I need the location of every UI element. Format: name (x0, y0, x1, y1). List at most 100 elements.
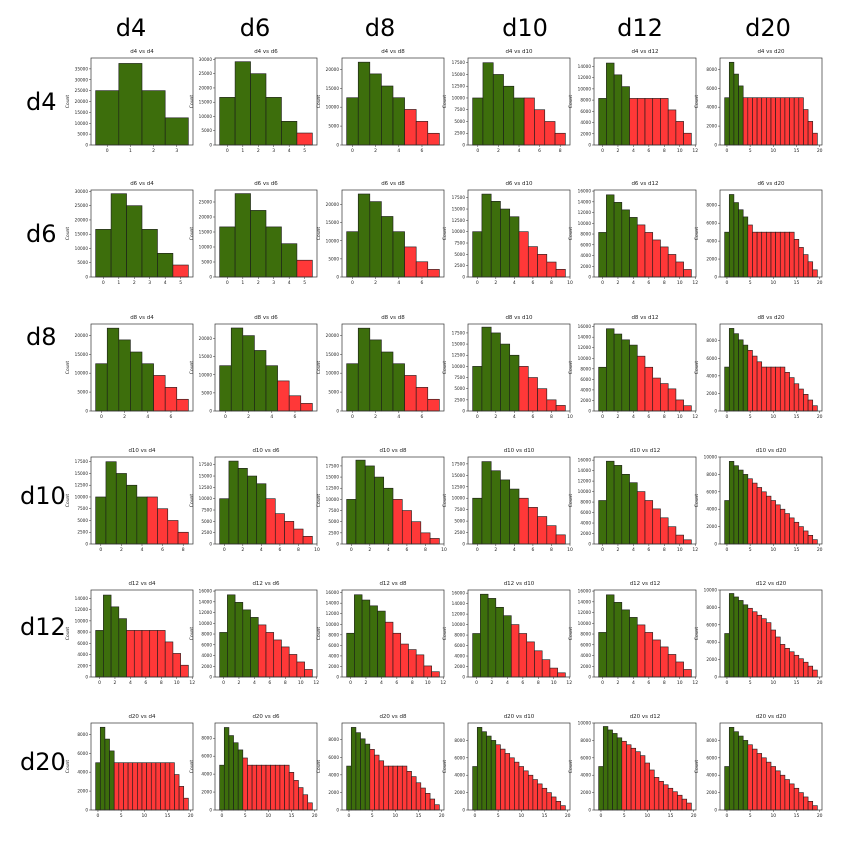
y-tick-label: 15000 (452, 72, 466, 77)
y-tick-label: 2000 (580, 264, 591, 269)
y-tick-label: 4000 (706, 105, 717, 110)
bar (234, 193, 251, 278)
bar (812, 805, 818, 811)
subplot-title: d20 vs d4 (128, 714, 156, 720)
bar (724, 366, 730, 412)
axes-frame (90, 722, 194, 811)
bar (756, 487, 763, 545)
subplot-title: d10 vs d12 (630, 448, 661, 454)
bar (775, 97, 781, 146)
bar (784, 97, 790, 146)
y-tick-label: 10000 (199, 372, 213, 377)
y-tick-label: 15000 (452, 342, 466, 347)
bar (392, 97, 405, 146)
y-tick-label: 6000 (77, 751, 88, 756)
axes-frame (719, 57, 823, 146)
y-tick-label: 6000 (77, 641, 88, 646)
bar (779, 366, 786, 412)
x-tick-label: 0 (726, 680, 729, 686)
x-tick-label: 0 (601, 547, 604, 553)
bar (350, 727, 357, 811)
bar (798, 792, 804, 811)
bar (807, 261, 814, 278)
x-tick-label: 0 (726, 813, 729, 819)
subplot-title: d8 vs d6 (254, 315, 278, 321)
x-tick-label: 5 (749, 148, 752, 154)
y-tick-label: 5000 (454, 386, 465, 391)
bar (354, 594, 363, 678)
x-tick-label: 2 (241, 547, 244, 553)
x-tick-label: 6 (421, 280, 424, 286)
y-tick-label: 8000 (580, 366, 591, 371)
bar (793, 239, 800, 278)
x-tick-label: 8 (550, 547, 553, 553)
bar (626, 744, 632, 811)
subplot-title: d4 vs d6 (254, 49, 278, 55)
y-tick-label: 0 (588, 675, 591, 680)
x-tick-label: 0 (601, 280, 604, 286)
bar (219, 365, 232, 412)
y-tick-label: 7500 (454, 507, 465, 512)
bar (770, 97, 776, 146)
y-tick-label: 10000 (704, 588, 718, 593)
y-tick-label: 20000 (75, 99, 89, 104)
y-tick-label: 2000 (706, 524, 717, 529)
bar (621, 339, 630, 412)
axes-frame (719, 456, 823, 545)
bar (219, 764, 225, 811)
bar (738, 600, 744, 678)
y-axis-label: Count (442, 95, 448, 109)
bar (110, 193, 127, 278)
bar (630, 747, 637, 811)
y-tick-label: 16000 (578, 324, 592, 329)
bar (598, 632, 607, 678)
y-axis-label: Count (189, 760, 195, 774)
subplot-d20-vs-d12: d20 vs d12 Count 0 2000 4000 6000 8000 10000 0 5 1… (568, 714, 697, 819)
bar (683, 405, 692, 412)
bar (274, 513, 285, 545)
x-tick-label: 0 (97, 813, 100, 819)
bar (523, 97, 535, 146)
bar (369, 73, 382, 146)
y-tick-label: 5000 (328, 256, 339, 261)
x-tick-label: 3 (175, 148, 178, 154)
bar (164, 117, 189, 146)
bar (728, 461, 735, 545)
bar (95, 229, 112, 278)
bar (514, 761, 520, 811)
y-axis-label: Count (568, 227, 574, 241)
bar (652, 639, 661, 678)
bar (667, 388, 677, 412)
bar (361, 599, 371, 678)
bar (357, 61, 371, 146)
bar (369, 339, 382, 412)
y-tick-label: 0 (209, 275, 212, 280)
x-tick-label: 6 (421, 148, 424, 154)
x-tick-label: 0 (726, 148, 729, 154)
bar (598, 366, 607, 412)
y-tick-label: 7500 (454, 375, 465, 380)
subplot-d8-vs-d12: d8 vs d12 Count 0 2000 4000 6000 8000 10000 1200… (568, 315, 698, 420)
bar (756, 97, 763, 146)
x-tick-label: 6 (395, 680, 398, 686)
bar (160, 762, 166, 811)
y-tick-label: 0 (85, 675, 88, 680)
subplot-d10-vs-d6: d10 vs d6 Count 0 2500 5000 7500 10000 12500 150… (189, 448, 320, 553)
subplot-d12-vs-d10: d12 vs d10Count0200040006000800010000120… (442, 581, 572, 686)
bar (640, 755, 646, 811)
bar (274, 764, 281, 811)
bar (300, 403, 313, 412)
y-tick-label: 2000 (454, 664, 465, 669)
y-tick-label: 5000 (328, 390, 339, 395)
bar (635, 751, 641, 811)
y-tick-label: 2000 (580, 131, 591, 136)
axes-frame (719, 589, 823, 678)
y-tick-label: 15000 (326, 220, 340, 225)
bar (381, 351, 394, 412)
y-tick-label: 4000 (706, 507, 717, 512)
y-tick-label: 16000 (452, 591, 466, 596)
x-tick-label: 20 (817, 280, 823, 286)
subplot-d20-vs-d4: d20 vs d4 Count 0 2000 4000 6000 8000 0 5 10 15 20 (65, 714, 194, 819)
x-tick-label: 6 (294, 414, 297, 420)
bar (513, 97, 525, 146)
